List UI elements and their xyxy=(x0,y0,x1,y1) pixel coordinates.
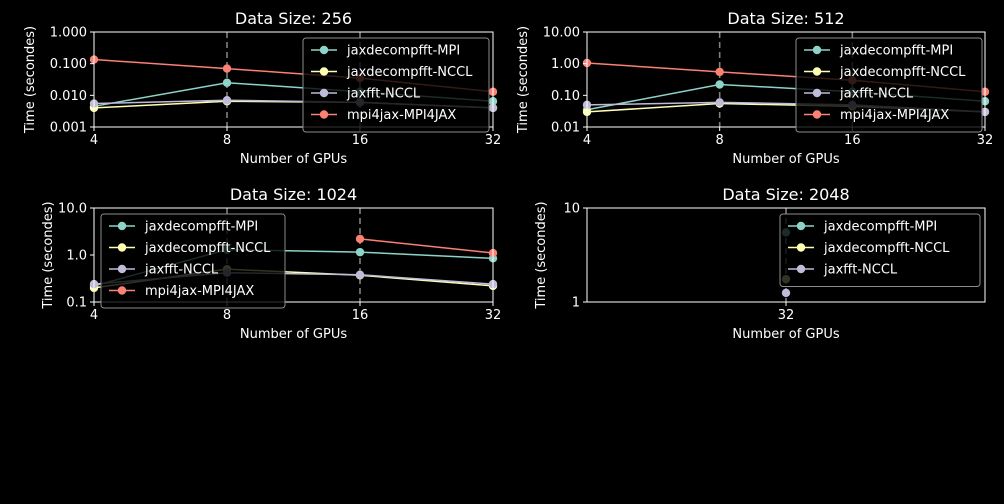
y-tick-label: 10 xyxy=(563,202,580,217)
legend-swatch-marker xyxy=(117,286,127,295)
legend-swatch-marker xyxy=(812,88,822,98)
y-axis-label: Time (secondes) xyxy=(516,26,531,134)
legend-label: jaxfft-NCCL xyxy=(823,263,898,278)
legend-label: jaxdecompfft-NCCL xyxy=(823,241,950,256)
legend-label: jaxdecompfft-NCCL xyxy=(839,65,966,80)
legend-swatch-marker xyxy=(319,45,329,55)
chart-title: Data Size: 256 xyxy=(235,9,352,28)
subplot-1: 4 8 16 32 0.001 0.010 0.100 1.000 Data Size: 256… xyxy=(23,9,501,167)
x-tick-label: 16 xyxy=(352,133,369,148)
x-tick-label: 32 xyxy=(778,308,795,323)
legend: jaxdecompfft-MPI jaxdecompfft-NCCL jaxfft-… xyxy=(302,37,490,133)
y-tick-label: 1.00 xyxy=(551,57,580,72)
legend-swatch-marker xyxy=(812,110,822,119)
legend-swatch-marker xyxy=(319,110,329,119)
data-point-mpi4jax-MPI4JAX xyxy=(222,64,232,73)
y-tick-label: 10.00 xyxy=(543,26,580,41)
x-tick-label: 32 xyxy=(977,133,994,148)
x-tick-label: 16 xyxy=(352,308,369,323)
data-point-jaxfft-NCCL xyxy=(222,96,232,105)
data-point-mpi4jax-MPI4JAX xyxy=(355,234,365,244)
legend: jaxdecompfft-MPI jaxdecompfft-NCCL jaxfft-… xyxy=(100,213,286,309)
x-axis-label: Number of GPUs xyxy=(240,152,347,167)
data-point-jaxdecompfft-MPI xyxy=(222,78,232,87)
legend-label: jaxdecompfft-MPI xyxy=(346,44,460,59)
legend-box xyxy=(779,213,981,287)
legend-swatch-marker xyxy=(796,264,806,274)
y-axis-label: Time (secondes) xyxy=(41,201,56,309)
axes-frame xyxy=(93,31,494,128)
x-tick-label: 4 xyxy=(90,308,98,323)
x-tick-label: 4 xyxy=(583,133,591,148)
legend-label: jaxdecompfft-MPI xyxy=(144,220,258,235)
x-tick-label: 32 xyxy=(485,308,502,323)
data-point-jaxfft-NCCL xyxy=(355,270,365,279)
y-axis-label: Time (secondes) xyxy=(23,26,38,134)
data-point-jaxdecompfft-MPI xyxy=(715,80,724,89)
chart-title: Data Size: 2048 xyxy=(722,185,849,204)
x-tick-label: 8 xyxy=(223,133,231,148)
x-tick-label: 32 xyxy=(485,133,502,148)
y-tick-label: 0.10 xyxy=(551,89,580,104)
legend-label: mpi4jax-MPI4JAX xyxy=(145,284,254,299)
chart-title: Data Size: 1024 xyxy=(230,185,357,204)
legend-label: jaxfft-NCCL xyxy=(839,87,914,102)
y-tick-label: 0.01 xyxy=(551,121,580,136)
x-axis-label: Number of GPUs xyxy=(732,327,839,342)
series-line-mpi4jax-MPI4JAX xyxy=(359,238,494,254)
legend-label: jaxdecompfft-MPI xyxy=(839,44,953,59)
data-point-jaxfft-NCCL xyxy=(781,288,791,298)
y-tick-label: 0.001 xyxy=(50,121,87,136)
legend-box xyxy=(795,37,983,133)
data-point-mpi4jax-MPI4JAX xyxy=(715,67,724,77)
x-axis-label: Number of GPUs xyxy=(732,152,839,167)
legend-box xyxy=(100,213,286,309)
legend-box xyxy=(302,37,490,133)
legend-swatch-marker xyxy=(796,221,806,231)
y-axis-label: Time (secondes) xyxy=(534,201,549,309)
subplot-4: 32 1 10 Data Size: 2048 Number of GPUs Time (… xyxy=(534,185,986,342)
legend-swatch-marker xyxy=(812,45,822,55)
legend-swatch-marker xyxy=(117,243,127,252)
x-tick-label: 16 xyxy=(844,133,861,148)
legend-swatch-marker xyxy=(319,67,329,76)
legend-swatch-marker xyxy=(812,67,822,76)
legend-label: jaxfft-NCCL xyxy=(346,87,421,102)
x-axis-label: Number of GPUs xyxy=(240,327,347,342)
chart-title: Data Size: 512 xyxy=(727,9,844,28)
x-tick-label: 8 xyxy=(716,133,724,148)
legend-label: jaxdecompfft-NCCL xyxy=(144,241,271,256)
axes-frame xyxy=(586,31,986,128)
legend: jaxdecompfft-MPI jaxdecompfft-NCCL jaxfft-… xyxy=(795,37,983,133)
y-tick-label: 1 xyxy=(572,296,580,311)
legend-swatch-marker xyxy=(117,264,127,274)
data-point-jaxdecompfft-MPI xyxy=(355,247,365,257)
subplot-3: 4 8 16 32 0.1 1.0 10.0 Data Size: 1024 Number of… xyxy=(41,185,501,342)
legend-label: jaxdecompfft-NCCL xyxy=(346,65,473,80)
y-tick-label: 0.1 xyxy=(66,296,87,311)
x-tick-label: 4 xyxy=(90,133,98,148)
legend-swatch-marker xyxy=(796,243,806,252)
subplot-2: 4 8 16 32 0.01 0.10 1.00 10.00 Data Size: 512 Num… xyxy=(516,9,993,167)
y-tick-label: 1.0 xyxy=(66,249,87,264)
legend-label: jaxfft-NCCL xyxy=(144,263,219,278)
legend-swatch-marker xyxy=(117,221,127,231)
y-tick-label: 0.010 xyxy=(50,89,87,104)
y-tick-label: 10.0 xyxy=(58,202,87,217)
y-tick-label: 1.000 xyxy=(50,26,87,41)
y-tick-label: 0.100 xyxy=(50,57,87,72)
legend: jaxdecompfft-MPI jaxdecompfft-NCCL jaxfft-… xyxy=(779,213,981,287)
x-tick-label: 8 xyxy=(223,308,231,323)
legend-label: jaxdecompfft-MPI xyxy=(823,220,937,235)
legend-swatch-marker xyxy=(319,88,329,98)
data-point-jaxfft-NCCL xyxy=(715,98,724,107)
legend-label: mpi4jax-MPI4JAX xyxy=(840,108,949,123)
legend-label: mpi4jax-MPI4JAX xyxy=(347,108,456,123)
